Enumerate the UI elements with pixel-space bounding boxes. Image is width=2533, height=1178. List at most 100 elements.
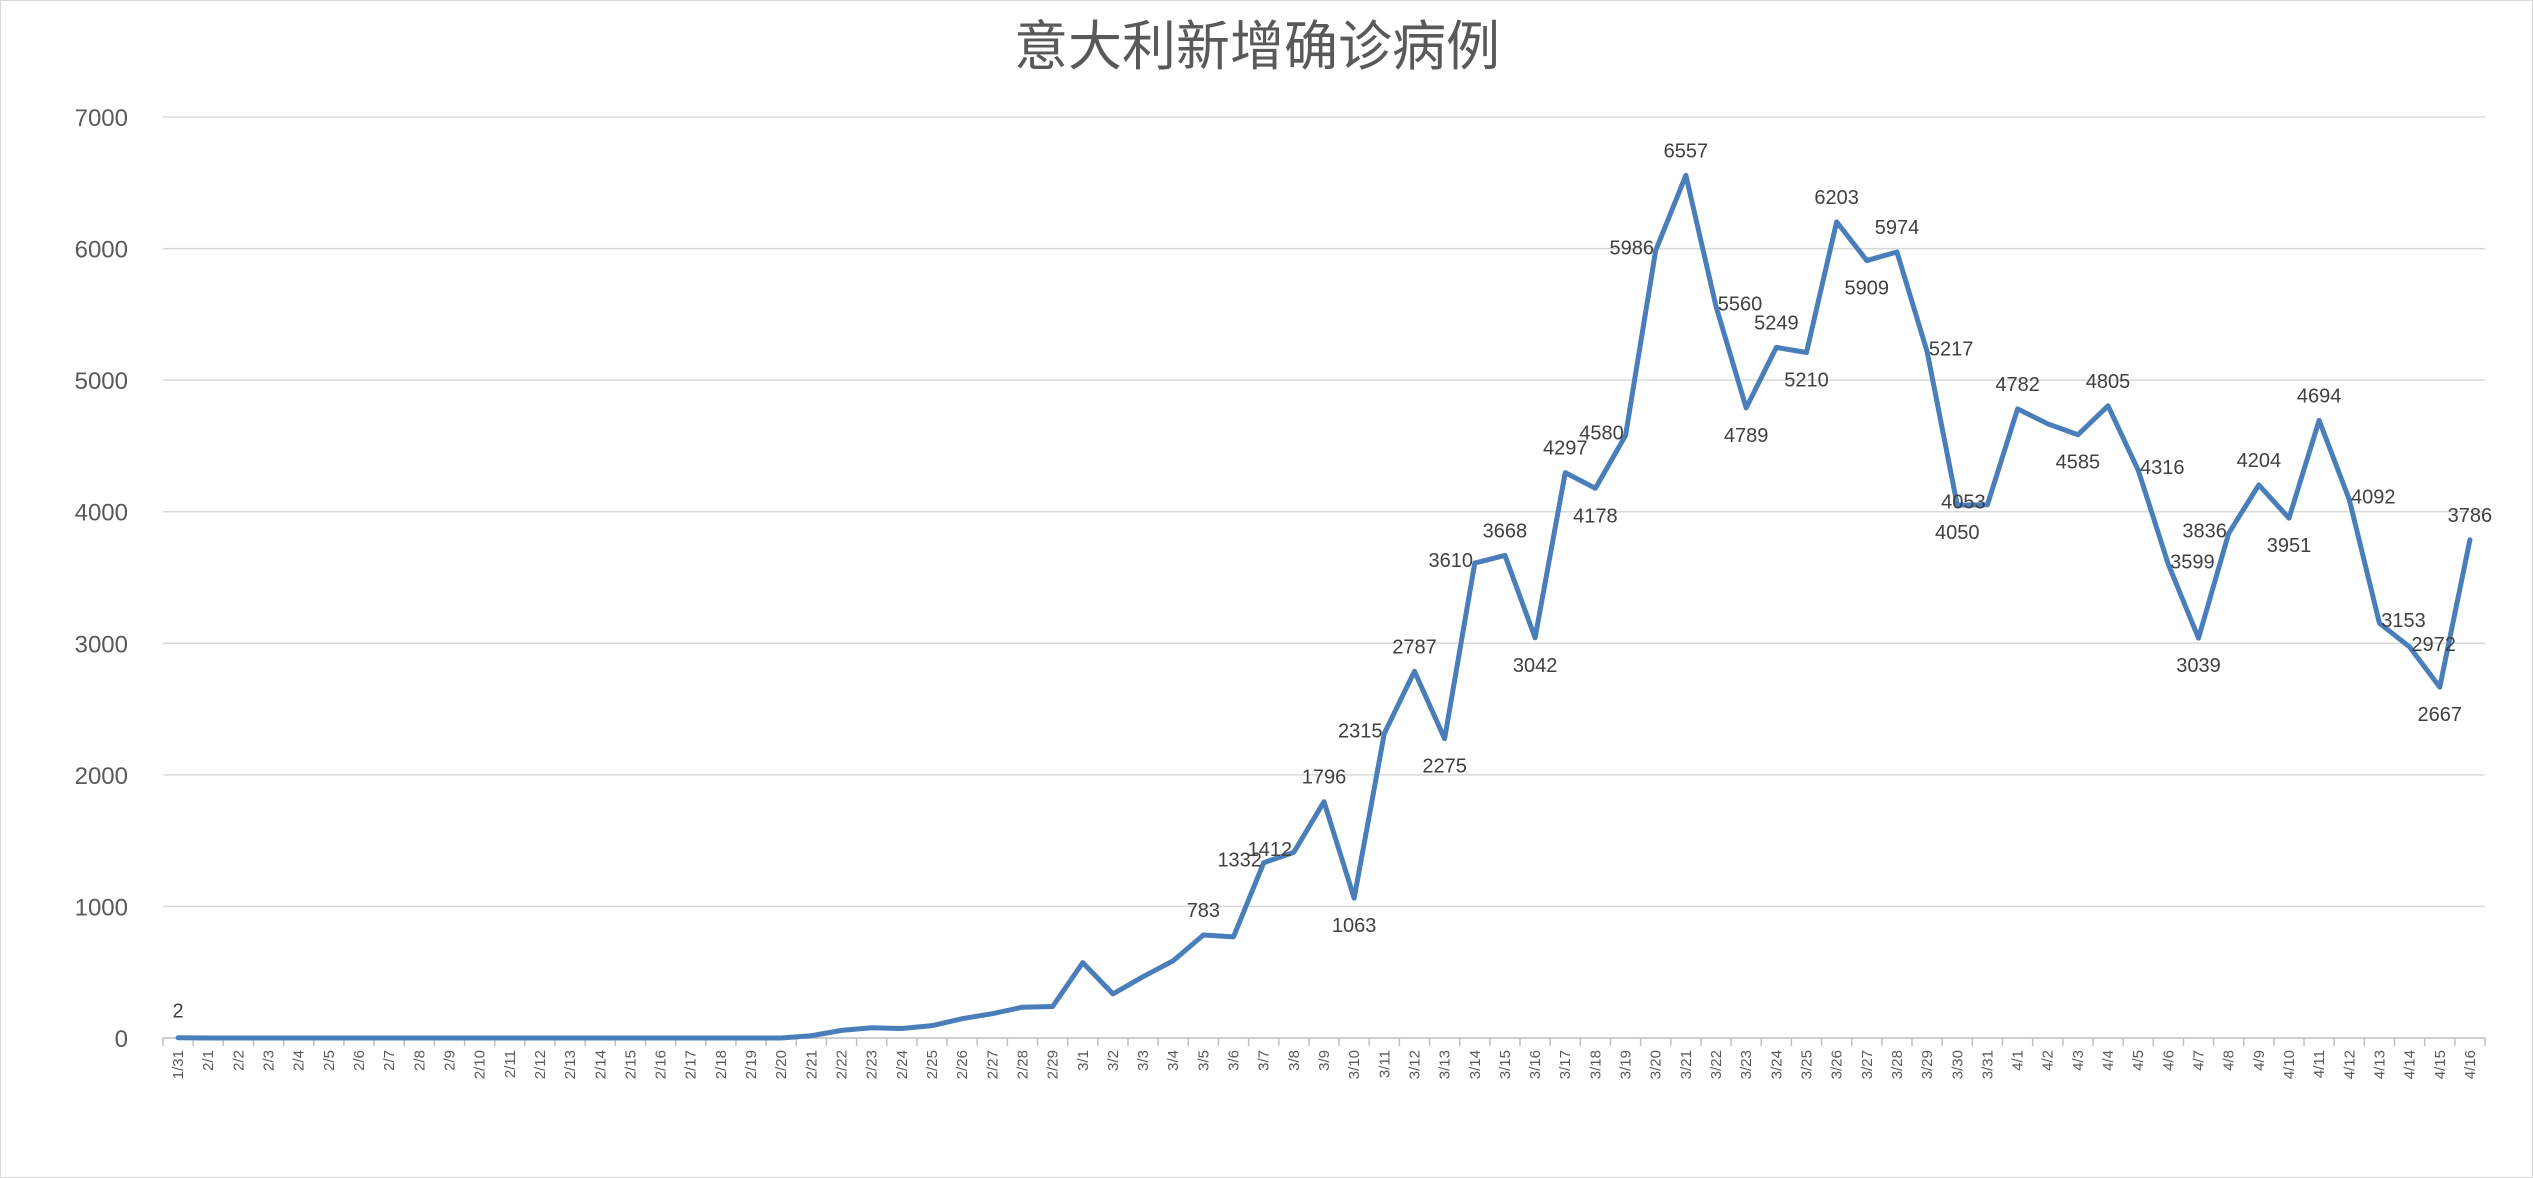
x-tick-label: 4/16	[2462, 1050, 2479, 1079]
x-tick-label: 3/12	[1406, 1050, 1423, 1079]
data-label: 6557	[1664, 140, 1709, 162]
x-tick-label: 3/22	[1708, 1050, 1725, 1079]
chart-title: 意大利新增确诊病例	[1014, 15, 1500, 78]
data-label: 5986	[1609, 237, 1654, 259]
x-tick-label: 3/11	[1376, 1050, 1393, 1078]
x-tick-label: 4/3	[2070, 1050, 2087, 1071]
x-tick-label: 2/18	[713, 1050, 730, 1079]
data-label: 3610	[1429, 550, 1474, 572]
data-label: 4178	[1573, 505, 1618, 527]
data-label: 4782	[1995, 374, 2040, 396]
x-tick-label: 2/9	[441, 1050, 458, 1071]
x-tick-label: 3/10	[1346, 1050, 1363, 1079]
x-tick-label: 2/12	[532, 1050, 549, 1079]
x-tick-label: 3/30	[1949, 1050, 1966, 1079]
data-label: 783	[1187, 900, 1220, 922]
data-label: 3039	[2176, 655, 2221, 677]
x-tick-label: 2/5	[321, 1050, 338, 1071]
data-label: 4316	[2140, 457, 2185, 479]
y-axis-ticks: 0 1000 2000 3000 4000 5000 6000 7000	[75, 105, 128, 1053]
x-tick-label: 3/21	[1678, 1050, 1695, 1079]
data-label: 3668	[1483, 520, 1528, 542]
x-tick-label: 4/6	[2160, 1050, 2177, 1071]
x-tick-label: 3/25	[1798, 1050, 1815, 1079]
x-tick-label: 4/10	[2281, 1050, 2298, 1079]
data-label: 1063	[1332, 915, 1377, 937]
x-tick-label: 2/1	[200, 1050, 217, 1071]
data-label: 3786	[2448, 505, 2493, 527]
data-label: 4204	[2237, 450, 2282, 472]
x-tick-label: 3/19	[1618, 1050, 1635, 1079]
data-label: 4053	[1941, 492, 1986, 514]
y-tick-label: 0	[115, 1026, 128, 1053]
x-tick-label: 3/3	[1135, 1050, 1152, 1071]
x-tick-label: 4/8	[2221, 1050, 2238, 1071]
x-tick-label: 2/27	[984, 1050, 1001, 1079]
data-label: 2315	[1338, 720, 1383, 742]
x-tick-label: 4/5	[2130, 1050, 2147, 1071]
x-tick-label: 2/10	[472, 1050, 489, 1079]
x-tick-label: 4/4	[2100, 1050, 2117, 1071]
x-tick-label: 3/24	[1768, 1050, 1785, 1079]
data-label: 3153	[2381, 610, 2426, 632]
data-label: 2	[173, 1001, 184, 1023]
data-label: 5909	[1845, 278, 1890, 300]
x-tick-label: 3/27	[1859, 1050, 1876, 1079]
x-tick-label: 2/6	[351, 1050, 368, 1071]
y-tick-label: 7000	[75, 105, 128, 132]
x-tick-label: 3/26	[1829, 1050, 1846, 1079]
x-tick-label: 2/20	[773, 1050, 790, 1079]
x-tick-label: 2/4	[291, 1050, 308, 1071]
x-tick-label: 2/7	[381, 1050, 398, 1071]
x-tick-label: 4/15	[2432, 1050, 2449, 1079]
x-tick-label: 2/15	[622, 1050, 639, 1079]
x-tick-label: 2/25	[924, 1050, 941, 1079]
data-label: 5560	[1718, 293, 1763, 315]
data-label: 3951	[2267, 535, 2312, 557]
data-label: 4805	[2086, 371, 2131, 393]
x-tick-label: 3/20	[1648, 1050, 1665, 1079]
x-tick-label: 2/19	[743, 1050, 760, 1079]
data-label: 5249	[1754, 312, 1799, 334]
x-tick-label: 2/11	[502, 1050, 519, 1078]
x-tick-label: 2/8	[411, 1050, 428, 1071]
x-tick-label: 4/11	[2311, 1050, 2328, 1078]
data-label: 5210	[1784, 370, 1829, 392]
x-tick-label: 3/6	[1226, 1050, 1243, 1071]
data-label: 1332	[1217, 850, 1262, 872]
series-line	[175, 172, 2473, 1041]
data-label: 2667	[2418, 704, 2463, 726]
x-axis-ticks: 1/31 2/1 2/2 2/3 2/4 2/5 2/6 2/7 2/8 2/9 2/10 2/11 2…	[162, 1038, 2486, 1079]
data-label: 2787	[1392, 636, 1437, 658]
data-label: 4580	[1579, 422, 1624, 444]
x-tick-label: 3/1	[1075, 1050, 1092, 1071]
x-tick-label: 2/13	[562, 1050, 579, 1079]
data-label: 5974	[1875, 217, 1920, 239]
x-tick-label: 3/14	[1467, 1050, 1484, 1079]
x-tick-label: 3/5	[1195, 1050, 1212, 1071]
x-tick-label: 4/9	[2251, 1050, 2268, 1071]
x-tick-label: 1/31	[170, 1050, 187, 1079]
x-tick-label: 2/14	[592, 1050, 609, 1079]
y-tick-label: 2000	[75, 763, 128, 790]
data-label: 1796	[1302, 767, 1347, 789]
y-tick-label: 3000	[75, 631, 128, 658]
x-tick-label: 4/12	[2341, 1050, 2358, 1079]
data-label: 4789	[1724, 425, 1769, 447]
x-tick-label: 2/3	[261, 1050, 278, 1071]
x-tick-label: 3/28	[1889, 1050, 1906, 1079]
x-tick-label: 3/16	[1527, 1050, 1544, 1079]
x-tick-label: 2/24	[894, 1050, 911, 1079]
y-tick-label: 4000	[75, 500, 128, 527]
x-tick-label: 3/15	[1497, 1050, 1514, 1079]
gridlines	[163, 116, 2485, 1039]
data-label: 3599	[2170, 551, 2215, 573]
x-tick-label: 4/13	[2371, 1050, 2388, 1079]
x-tick-label: 2/17	[683, 1050, 700, 1079]
x-tick-label: 3/9	[1316, 1050, 1333, 1071]
data-label: 6203	[1814, 187, 1859, 209]
x-tick-label: 3/13	[1437, 1050, 1454, 1079]
